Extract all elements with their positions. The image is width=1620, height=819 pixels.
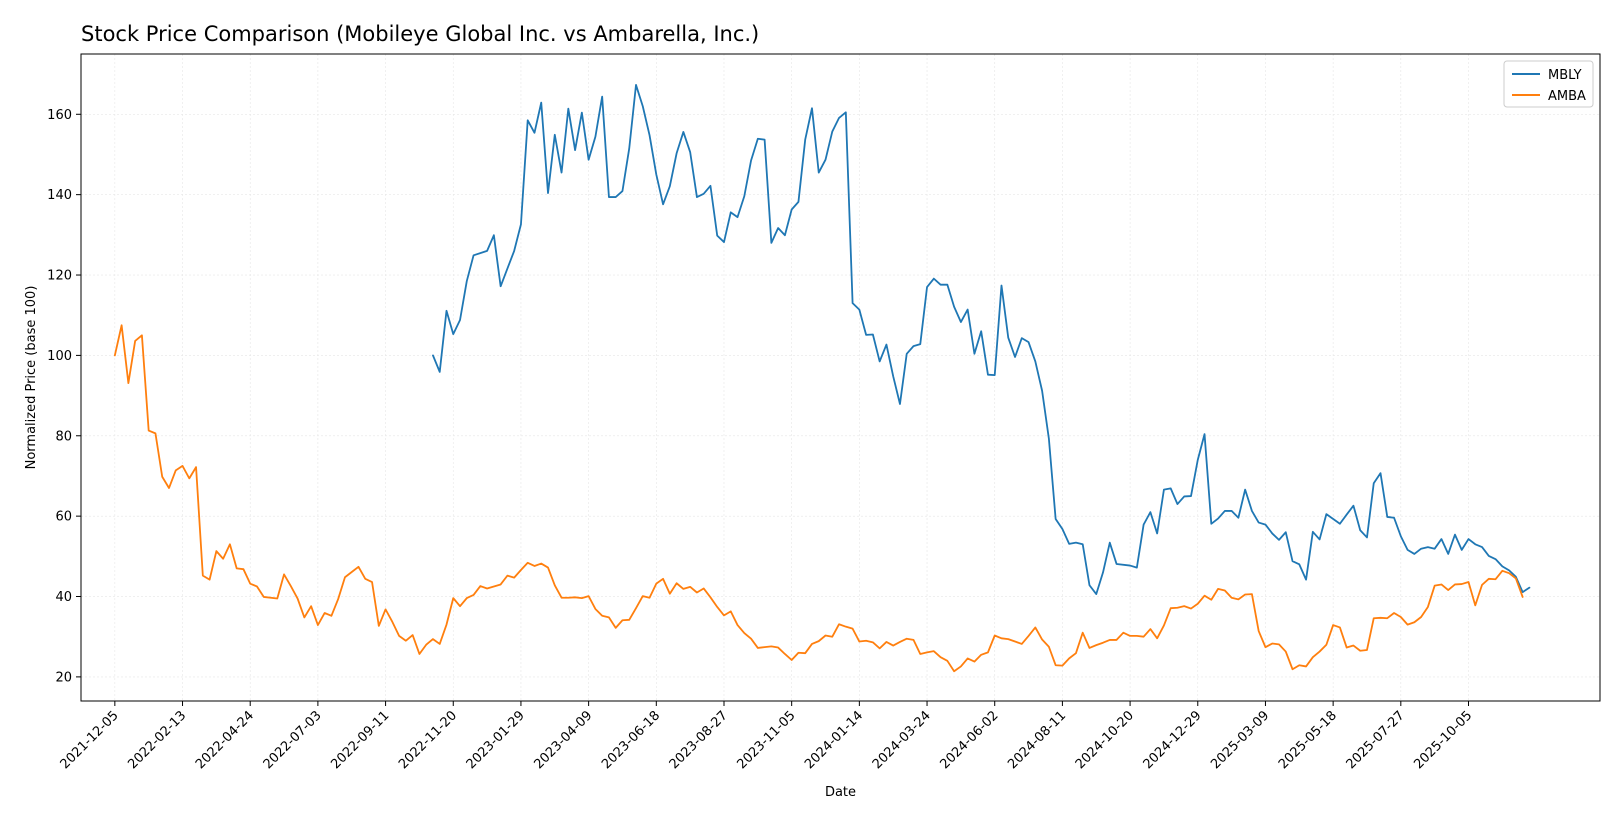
y-tick-label: 80 <box>55 429 72 444</box>
y-axis-label: Normalized Price (base 100) <box>24 286 39 470</box>
series-line-mbly <box>432 84 1531 595</box>
y-tick-label: 20 <box>55 670 72 685</box>
chart-title: Stock Price Comparison (Mobileye Global … <box>81 22 759 46</box>
legend: MBLY AMBA <box>1503 60 1594 108</box>
plot-frame <box>80 53 1601 702</box>
y-tick-label: 140 <box>47 188 72 203</box>
y-tick-label: 60 <box>55 510 72 525</box>
y-tick-label: 100 <box>47 349 72 364</box>
y-tick-label: 120 <box>47 269 72 284</box>
x-axis-label: Date <box>825 785 856 800</box>
y-tick-label: 40 <box>55 590 72 605</box>
y-tick-label: 160 <box>47 108 72 123</box>
series-line-amba <box>113 324 1524 673</box>
y-axis-ticks: 20 40 60 80 100 120 140 160 <box>47 108 81 685</box>
series-lines <box>113 84 1531 673</box>
grid <box>81 54 1600 701</box>
legend-label-mbly: MBLY <box>1548 68 1582 83</box>
legend-label-amba: AMBA <box>1548 89 1586 104</box>
